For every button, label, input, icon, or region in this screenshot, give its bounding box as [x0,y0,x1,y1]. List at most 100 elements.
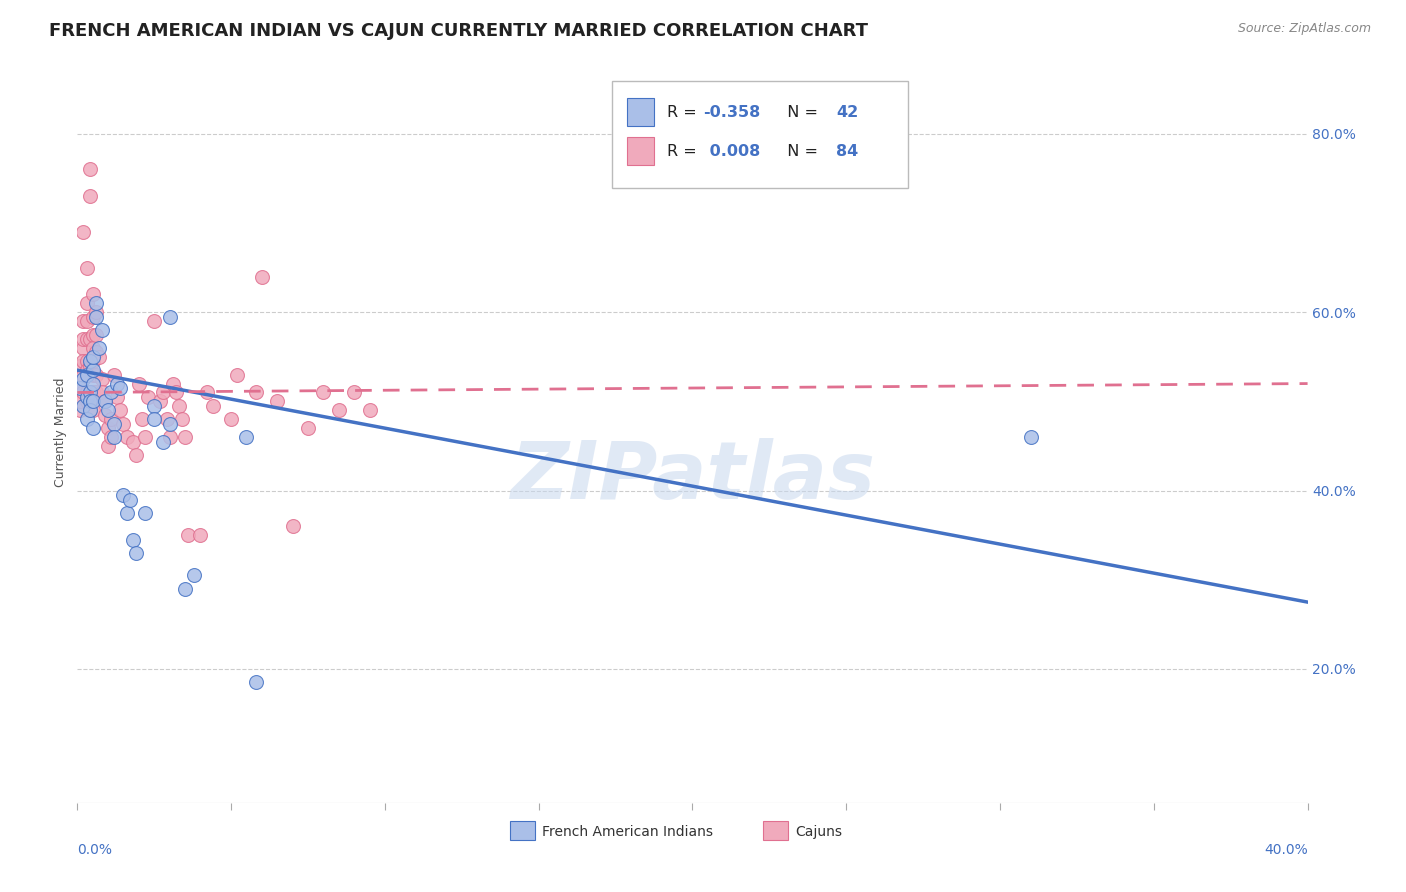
Point [94,394,117,409]
Point [121,434,143,449]
Point [87,350,110,364]
Bar [627,137,654,165]
Point [72,385,94,400]
Point [82,394,104,409]
Point [97,403,120,417]
Point [79,359,101,373]
Point [72,368,94,382]
Point [79,332,101,346]
Text: Cajuns: Cajuns [796,825,842,839]
Point [115,506,138,520]
Text: N =: N = [778,104,824,120]
Point [103,368,125,382]
Point [76,368,98,382]
Point [152,434,174,449]
Point [79,403,101,417]
Point [69,403,91,417]
Text: Source: ZipAtlas.com: Source: ZipAtlas.com [1237,22,1371,36]
Point [103,417,125,431]
Point [149,394,172,409]
Point [72,225,94,239]
Point [118,492,141,507]
Point [76,296,98,310]
Point [79,354,101,368]
Point [235,430,257,444]
Point [143,412,166,426]
Point [136,390,159,404]
Bar [627,98,654,126]
Point [297,421,319,435]
Point [90,323,114,337]
Point [76,394,98,409]
Point [76,363,98,377]
Point [69,381,91,395]
Point [245,385,267,400]
Y-axis label: Currently Married: Currently Married [53,378,67,487]
Text: 0.008: 0.008 [703,144,759,159]
Text: French American Indians: French American Indians [543,825,713,839]
Point [94,394,117,409]
Text: 42: 42 [837,104,859,120]
Point [84,296,107,310]
Point [79,385,101,400]
Point [84,385,107,400]
Point [97,439,120,453]
Point [84,345,107,359]
Point [76,260,98,275]
Point [143,314,166,328]
Point [343,385,366,400]
Point [177,528,200,542]
Point [128,376,150,391]
Point [84,310,107,324]
Text: 40.0%: 40.0% [1264,843,1308,857]
Point [79,189,101,203]
FancyBboxPatch shape [613,81,908,188]
Text: 84: 84 [837,144,859,159]
Point [72,314,94,328]
Point [125,546,148,560]
Point [250,269,273,284]
Point [69,381,91,395]
Point [312,385,335,400]
Point [82,327,104,342]
Point [174,430,197,444]
Point [82,385,104,400]
Point [134,506,156,520]
Point [112,488,135,502]
Point [201,399,224,413]
Point [159,430,181,444]
Point [69,359,91,373]
Point [143,399,166,413]
Point [110,403,132,417]
Text: ZIPatlas: ZIPatlas [510,438,875,516]
Point [174,582,197,596]
Point [162,376,184,391]
Point [82,341,104,355]
Point [165,385,187,400]
Point [72,399,94,413]
Point [159,310,181,324]
Point [219,412,242,426]
Point [359,403,381,417]
Point [82,363,104,377]
Point [76,332,98,346]
Point [76,314,98,328]
Point [76,390,98,404]
Point [84,327,107,342]
Text: N =: N = [778,144,824,159]
Point [245,675,267,690]
Point [105,390,128,404]
Point [72,372,94,386]
Text: R =: R = [666,144,702,159]
Point [100,385,122,400]
Point [82,350,104,364]
Point [79,394,101,409]
Point [82,368,104,382]
Point [226,368,249,382]
Point [76,385,98,400]
Point [134,430,156,444]
Point [76,354,98,368]
Point [195,385,218,400]
Point [328,403,350,417]
Point [110,381,132,395]
